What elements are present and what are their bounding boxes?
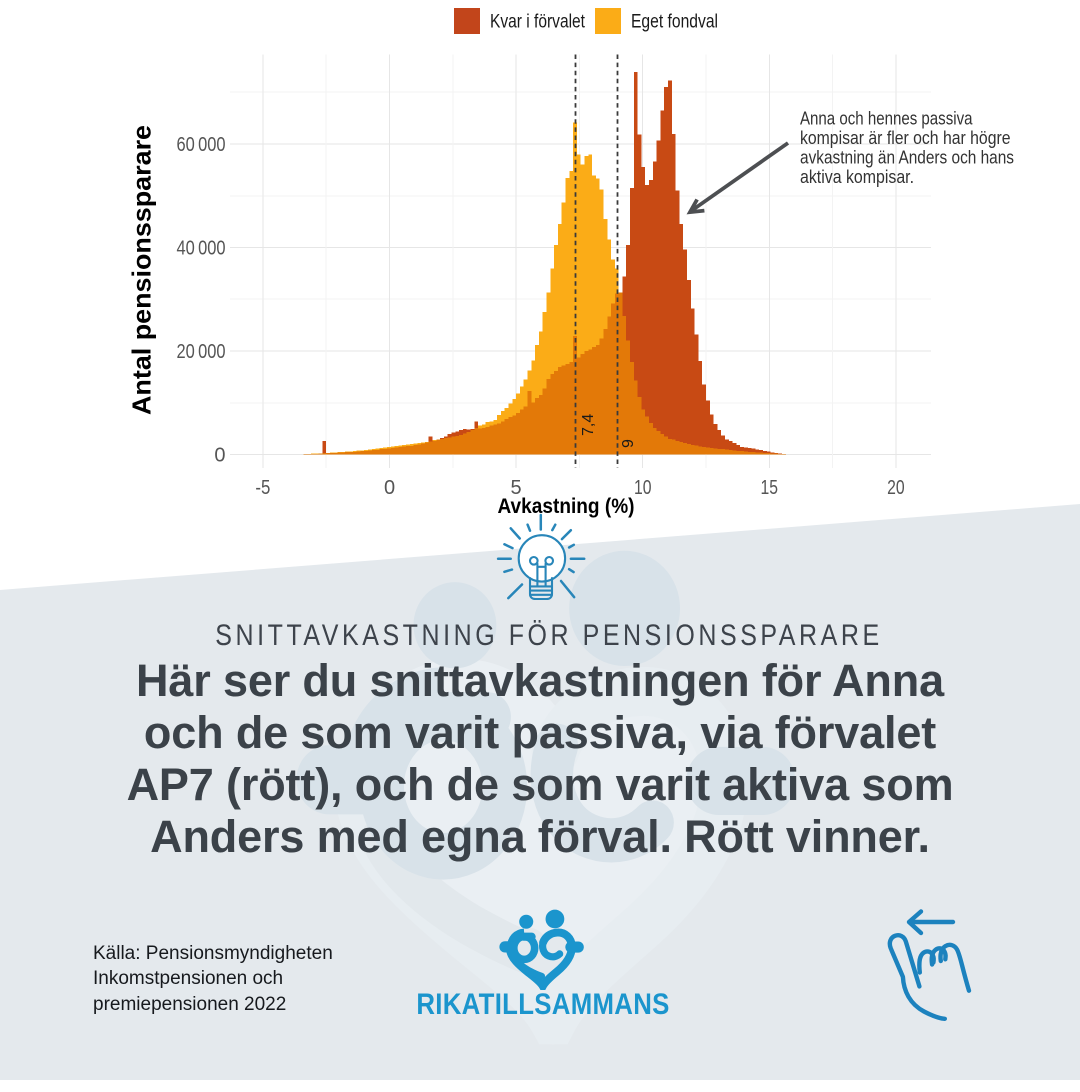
- svg-text:-5: -5: [255, 477, 270, 499]
- svg-text:15: 15: [761, 477, 779, 499]
- svg-text:kompisar är fler och har högre: kompisar är fler och har högre: [800, 127, 1011, 148]
- svg-text:0: 0: [384, 477, 395, 499]
- svg-text:aktiva kompisar.: aktiva kompisar.: [800, 166, 914, 187]
- svg-text:Kvar i förvalet: Kvar i förvalet: [490, 12, 586, 33]
- svg-text:5: 5: [511, 477, 522, 499]
- svg-text:60 000: 60 000: [177, 134, 226, 156]
- svg-text:avkastning än Anders och hans: avkastning än Anders och hans: [800, 146, 1014, 167]
- svg-text:Antal pensionssparare: Antal pensionssparare: [127, 125, 157, 415]
- svg-text:20 000: 20 000: [177, 341, 226, 363]
- svg-text:40 000: 40 000: [177, 238, 226, 260]
- svg-text:Avkastning (%): Avkastning (%): [498, 494, 635, 518]
- svg-text:9: 9: [620, 439, 637, 448]
- svg-text:Anna och hennes passiva: Anna och hennes passiva: [800, 107, 973, 128]
- svg-text:10: 10: [634, 477, 652, 499]
- svg-text:0: 0: [214, 445, 225, 467]
- svg-text:20: 20: [887, 477, 905, 499]
- svg-text:Eget fondval: Eget fondval: [631, 12, 718, 33]
- svg-text:7,4: 7,4: [580, 414, 597, 436]
